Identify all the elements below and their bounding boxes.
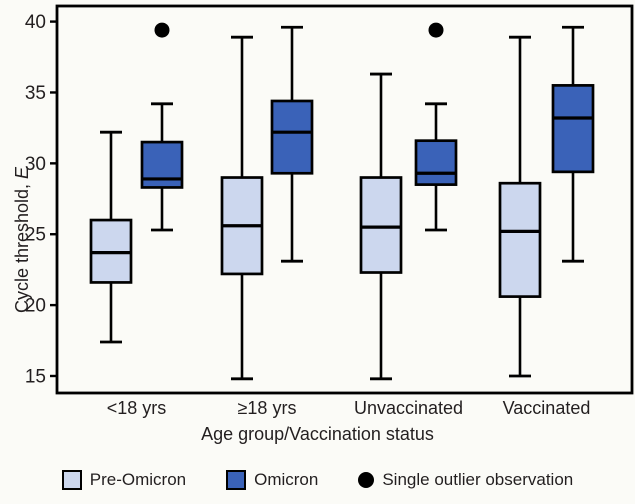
x-category-label: Unvaccinated (354, 398, 463, 418)
legend-label-pre-omicron: Pre-Omicron (89, 470, 187, 489)
boxplot-canvas: 15 20 25 30 35 40 <18 yrs ≥18 yrs Unvaccinated Va… (25, 4, 634, 418)
iqr-box (270, 99, 314, 175)
y-tick-label: 20 (25, 296, 46, 317)
iqr-box (140, 140, 184, 189)
iqr-box (359, 176, 403, 274)
outlier-dot (428, 22, 444, 38)
y-axis-title-text: Cycle threshold, (12, 178, 32, 314)
box-pre-omicron-group-3 (359, 72, 403, 381)
box-omicron-group-4 (551, 25, 595, 263)
y-tick-label: 25 (25, 225, 46, 246)
outlier-dot (154, 22, 170, 38)
y-tick-label: 30 (25, 154, 46, 175)
box-pre-omicron-group-4 (498, 35, 542, 378)
box-pre-omicron-group-1 (89, 130, 133, 344)
iqr-box (414, 139, 458, 186)
y-axis-title-gene: E (12, 166, 32, 179)
legend: Pre-Omicron Omicron Single outlier obser… (0, 462, 635, 498)
y-tick-label: 15 (25, 366, 46, 387)
box-omicron-group-2 (270, 25, 314, 263)
box-pre-omicron-group-2 (220, 35, 264, 381)
x-category-label: <18 yrs (107, 398, 167, 418)
outlier-dot-icon (358, 472, 375, 488)
plot-border (55, 4, 634, 395)
legend-label-outlier: Single outlier observation (382, 470, 574, 489)
box-omicron-group-3 (414, 22, 458, 232)
x-category-label: Vaccinated (503, 398, 591, 418)
x-axis-title: Age group/Vaccination status (201, 424, 434, 444)
box-omicron-group-1 (140, 22, 184, 232)
y-tick-label: 35 (25, 83, 46, 104)
y-axis-title: Cycle threshold, E (10, 90, 34, 390)
legend-item-pre-omicron: Pre-Omicron (61, 470, 187, 490)
y-tick-label: 40 (25, 12, 46, 33)
x-category-label: ≥18 yrs (238, 398, 297, 418)
legend-item-omicron: Omicron (226, 470, 318, 490)
pre-omicron-swatch-icon (61, 470, 82, 490)
iqr-box (551, 84, 595, 174)
legend-label-omicron: Omicron (254, 470, 319, 489)
iqr-box (498, 181, 542, 298)
omicron-swatch-icon (226, 470, 247, 490)
legend-item-outlier: Single outlier observation (358, 470, 573, 490)
